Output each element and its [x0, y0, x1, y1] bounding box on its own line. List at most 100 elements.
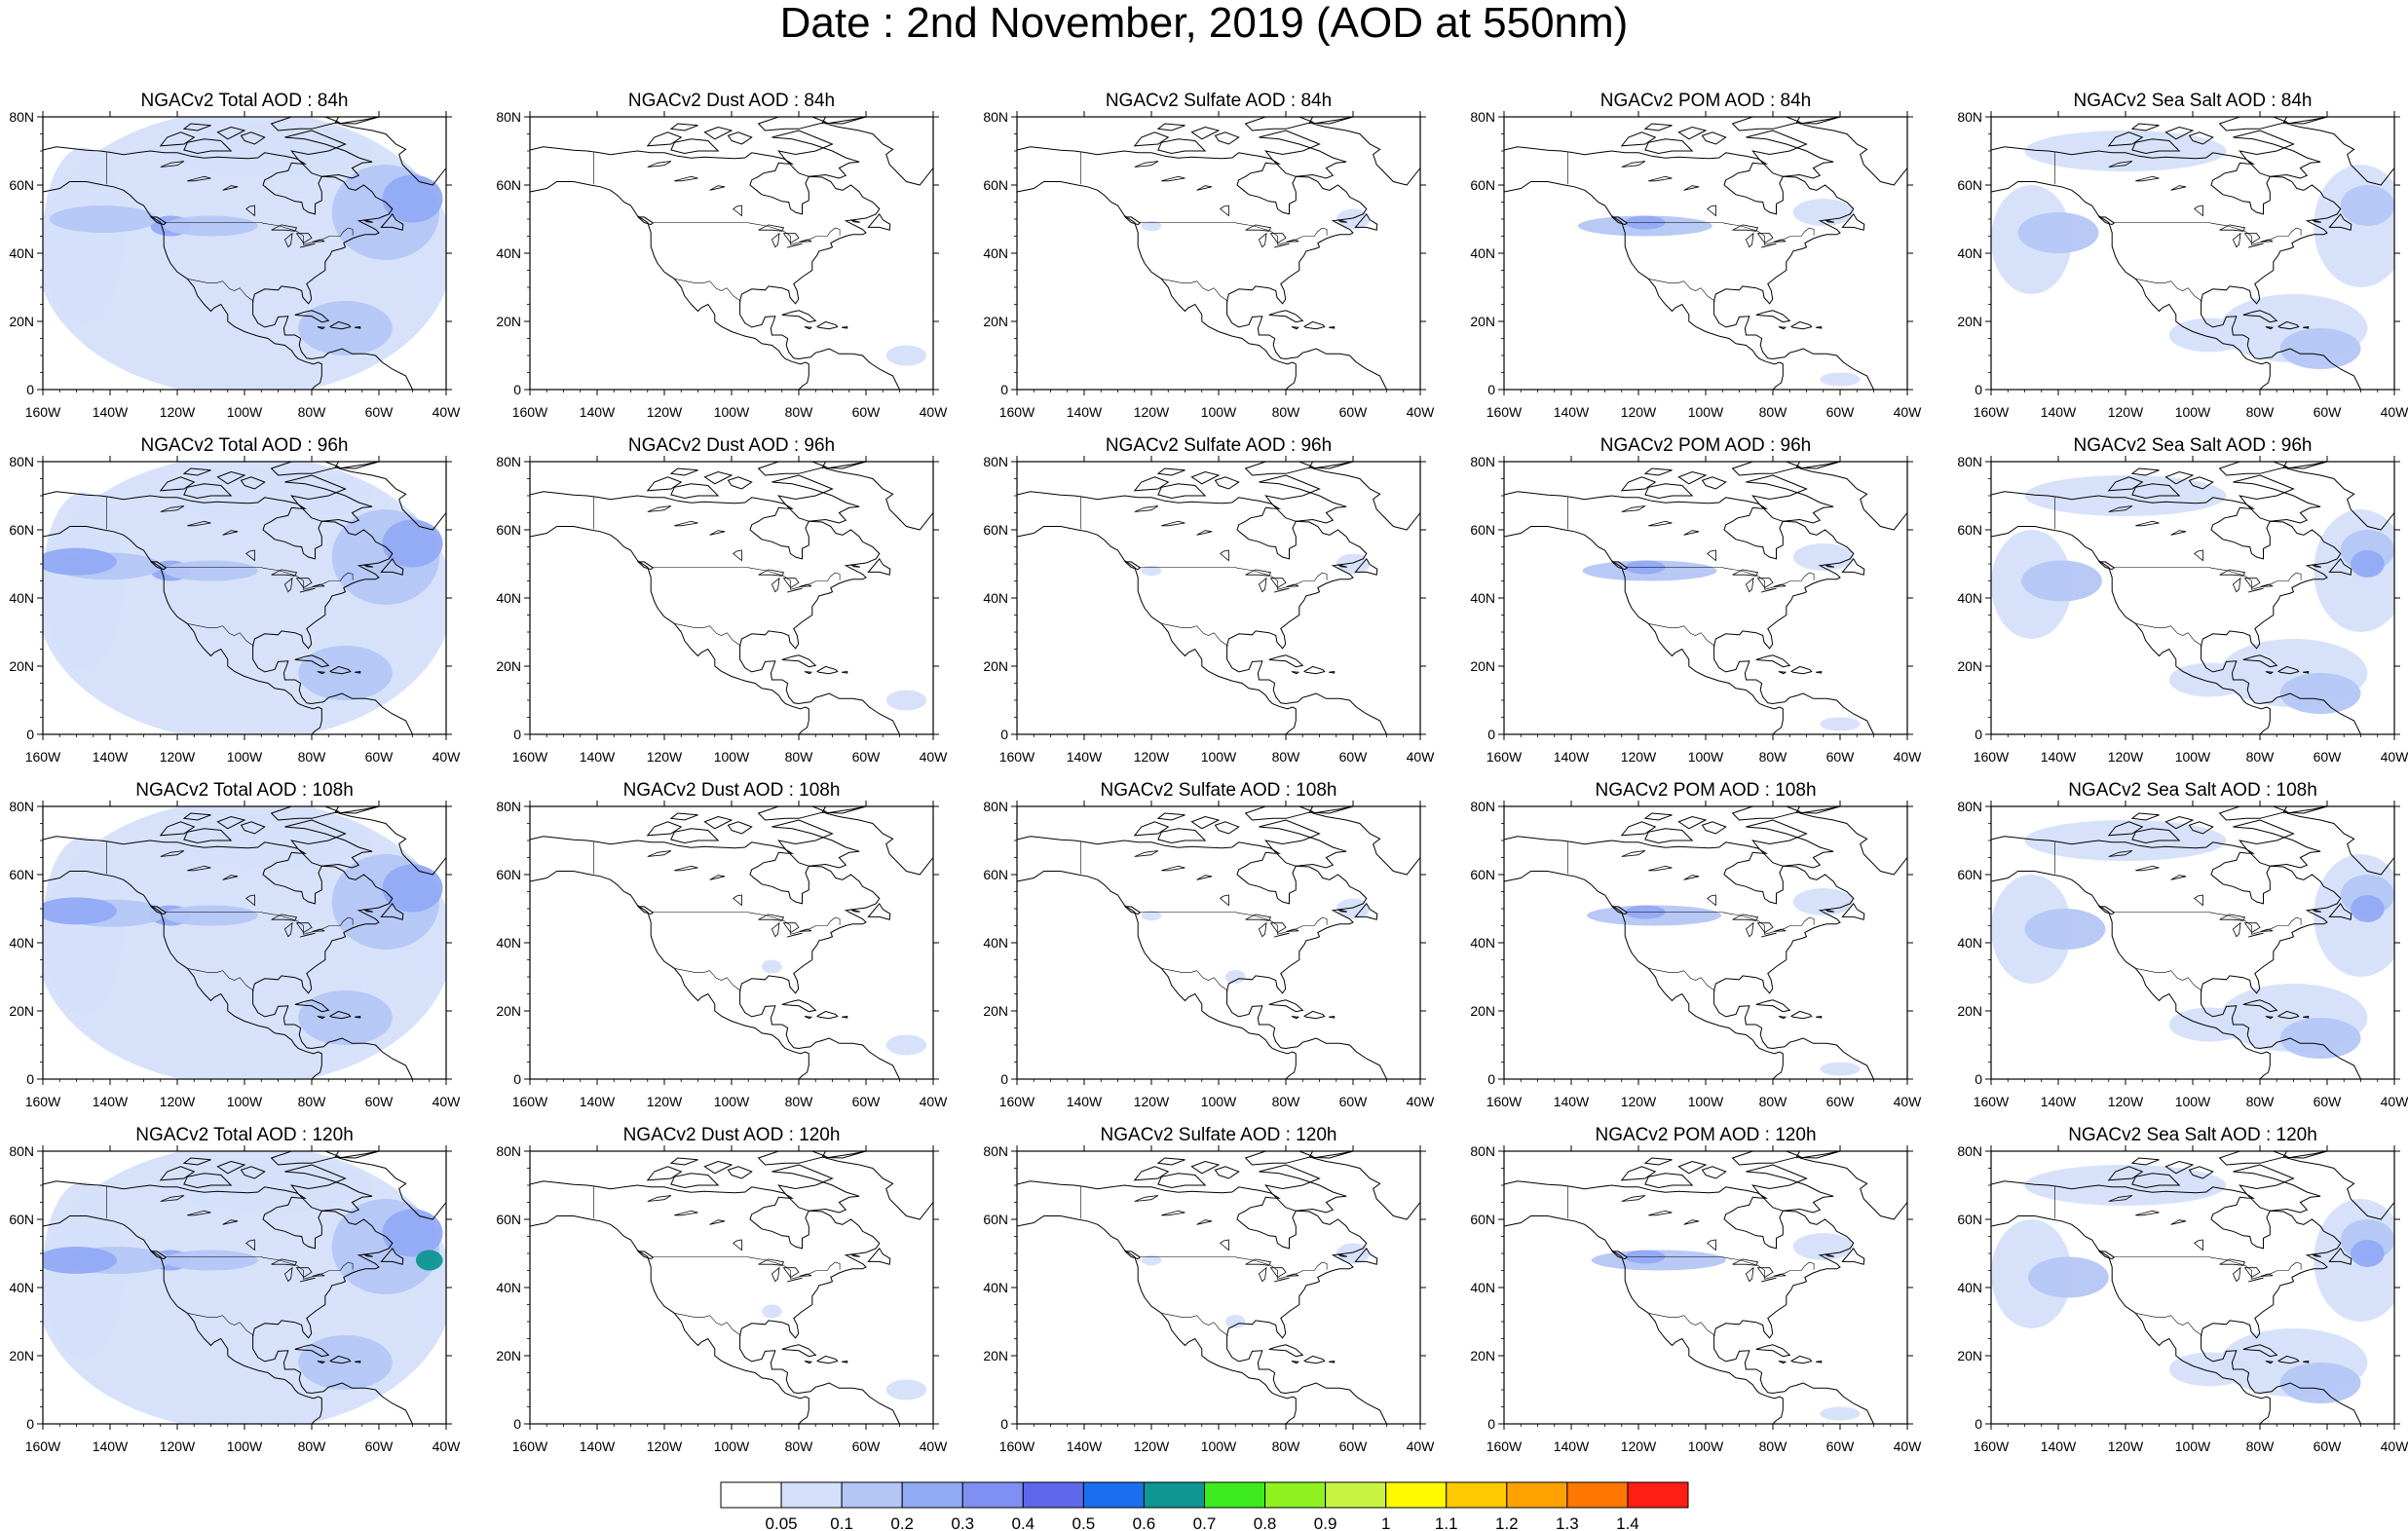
lon-tick-label: 60W	[1826, 1438, 1856, 1454]
lake-outline	[1648, 865, 1673, 872]
lat-tick-label: 0	[1487, 382, 1495, 397]
lake-outline	[160, 505, 185, 512]
panel-title: NGACv2 Sulfate AOD : 96h	[1105, 435, 1333, 456]
lat-tick-label: 60N	[496, 867, 521, 882]
lon-tick-label: 60W	[2314, 1438, 2343, 1454]
island-outline	[1214, 821, 1240, 835]
island-outline	[2164, 470, 2195, 485]
lat-tick-label: 60N	[1957, 1212, 1982, 1227]
lat-tick-label: 80N	[983, 799, 1008, 814]
island-outline	[1133, 476, 1170, 492]
lat-tick-label: 0	[1000, 1416, 1008, 1432]
country-border	[186, 1313, 254, 1336]
lon-tick-label: 40W	[1894, 749, 1923, 765]
coastline	[1504, 146, 1875, 390]
island-outline	[703, 470, 734, 485]
island-outline	[1291, 1016, 1300, 1020]
country-border	[1140, 1256, 1328, 1280]
island-outline	[182, 1157, 211, 1166]
aod-map: 80N 60N 40N 20N 0 160W 140W 120W 100W 80W 60W 40W	[9, 1143, 461, 1454]
island-outline	[2188, 1166, 2214, 1179]
lake-outline	[1258, 921, 1267, 938]
map-panel-total-120h: 80N 60N 40N 20N 0 160W 140W 120W 100W 80W 60W 40W NG…	[0, 1122, 487, 1454]
map-panel-sulfate-84h: 80N 60N 40N 20N 0 160W 140W 120W 100W 80W 60W 40W NG…	[974, 88, 1461, 420]
map-panel-total-84h: 80N 60N 40N 20N 0 160W 140W 120W 100W 80W 60W 40W NG…	[0, 88, 487, 420]
lake-outline	[2108, 850, 2133, 857]
island-outline	[1620, 1166, 1657, 1181]
panel-title: NGACv2 POM AOD : 84h	[1599, 91, 1812, 111]
lake-outline	[2135, 175, 2160, 182]
lon-tick-label: 120W	[1621, 749, 1657, 765]
lake-outline	[2108, 1195, 2133, 1202]
lake-outline	[283, 232, 293, 248]
lon-tick-label: 60W	[365, 404, 395, 420]
island-outline	[294, 310, 330, 323]
island-outline	[646, 131, 683, 147]
colorbar-label: 0.7	[1193, 1514, 1217, 1531]
aod-shading	[2279, 1363, 2361, 1403]
lon-tick-label: 80W	[298, 1438, 327, 1454]
island-outline	[2328, 902, 2352, 920]
island-outline	[1620, 821, 1657, 837]
island-outline	[1620, 476, 1657, 492]
map-panel-dust-108h: 80N 60N 40N 20N 0 160W 140W 120W 100W 80W 60W 40W NG…	[487, 777, 974, 1109]
island-outline	[1790, 665, 1813, 675]
island-outline	[270, 462, 341, 476]
lake-outline	[1756, 578, 1774, 589]
lon-tick-label: 40W	[1407, 1094, 1436, 1109]
lat-tick-label: 0	[1000, 382, 1008, 397]
lon-tick-label: 80W	[1272, 1094, 1301, 1109]
island-outline	[867, 902, 891, 920]
lake-outline	[2194, 1239, 2203, 1251]
island-outline	[2277, 320, 2300, 330]
lake-outline	[733, 894, 742, 907]
lake-outline	[222, 185, 239, 191]
island-outline	[380, 212, 404, 231]
aod-map: 80N 60N 40N 20N 0 160W 140W 120W 100W 80W 60W 40W	[1470, 799, 1922, 1109]
lat-tick-label: 40N	[1470, 245, 1495, 261]
lat-tick-label: 40N	[9, 245, 34, 261]
lon-tick-label: 60W	[852, 749, 882, 765]
island-outline	[240, 1166, 266, 1179]
map-panel-pom-96h: 80N 60N 40N 20N 0 160W 140W 120W 100W 80W 60W 40W NG…	[1461, 432, 1948, 765]
lat-tick-label: 80N	[1957, 109, 1982, 125]
aod-shading	[2024, 1165, 2227, 1206]
aod-shading	[2021, 560, 2102, 602]
island-outline	[1799, 462, 1907, 531]
island-outline	[1303, 320, 1326, 330]
lon-tick-label: 160W	[25, 1094, 61, 1109]
aod-shading	[2168, 1007, 2250, 1042]
lake-outline	[2108, 505, 2133, 512]
lat-tick-label: 80N	[9, 109, 34, 125]
lake-outline	[1683, 530, 1700, 536]
lon-tick-label: 120W	[160, 1094, 196, 1109]
aod-shading	[170, 468, 373, 523]
panel-title: NGACv2 Total AOD : 120h	[135, 1125, 354, 1145]
lon-tick-label: 60W	[365, 1094, 395, 1109]
lat-tick-label: 40N	[1957, 1280, 1982, 1295]
lake-outline	[1161, 865, 1185, 872]
lon-tick-label: 40W	[433, 749, 462, 765]
lon-tick-label: 140W	[1554, 404, 1590, 420]
aod-shading	[170, 1158, 373, 1213]
lake-outline	[647, 505, 672, 512]
island-outline	[757, 462, 828, 476]
island-outline	[149, 1251, 168, 1260]
country-border	[653, 912, 841, 935]
island-outline	[825, 462, 933, 531]
lake-outline	[2135, 865, 2160, 872]
lon-tick-label: 100W	[714, 1094, 750, 1109]
lake-outline	[1286, 583, 1299, 587]
island-outline	[2277, 1355, 2300, 1364]
colorbar-swatch	[1264, 1481, 1327, 1509]
lon-tick-label: 140W	[580, 1094, 616, 1109]
lon-tick-label: 120W	[2108, 404, 2144, 420]
aod-shading	[164, 905, 258, 926]
colorbar-swatch	[1627, 1481, 1689, 1509]
lake-outline	[1258, 232, 1267, 248]
lake-outline	[222, 875, 239, 880]
island-outline	[1312, 117, 1420, 186]
aod-shading	[164, 560, 258, 581]
island-outline	[1190, 1160, 1221, 1175]
lon-tick-label: 120W	[647, 404, 683, 420]
